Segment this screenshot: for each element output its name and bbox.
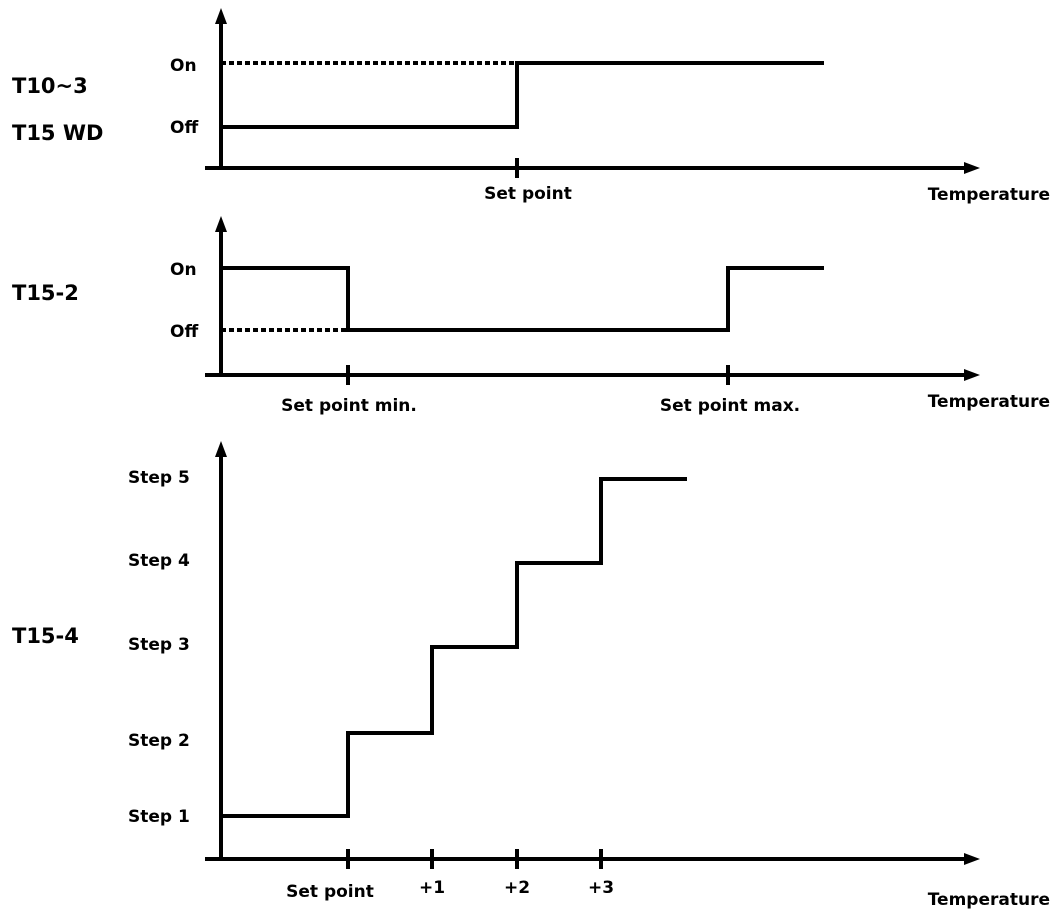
x-axis-label: Temperature	[928, 185, 1050, 205]
x-axis-label: Temperature	[928, 392, 1050, 412]
x-axis-arrow	[964, 162, 980, 174]
device-label-t15-2: T15-2	[12, 281, 79, 305]
switch-trace	[221, 61, 824, 129]
device-label-t10-3: T10~3	[12, 74, 88, 98]
x-axis-label: Temperature	[928, 890, 1050, 910]
level-off-label: Off	[170, 118, 198, 138]
switch-trace	[221, 266, 824, 332]
level-step-3-label: Step 3	[128, 635, 190, 655]
plus-2-label: +2	[504, 878, 530, 898]
panel-t15-4: T15-4 Step 5 Step 4 Step 3 Step 2 Step 1…	[12, 441, 1050, 910]
panel-t15-2: T15-2 On Off Set point min. Set point ma…	[12, 216, 1050, 416]
level-step-4-label: Step 4	[128, 551, 190, 571]
level-on-label: On	[170, 260, 197, 280]
x-axis-arrow	[964, 369, 980, 381]
plus-3-label: +3	[588, 878, 614, 898]
setpoint-max-label: Set point max.	[660, 396, 800, 416]
level-step-1-label: Step 1	[128, 807, 190, 827]
level-step-5-label: Step 5	[128, 468, 190, 488]
device-label-t15-4: T15-4	[12, 624, 79, 648]
y-axis-arrow	[215, 216, 227, 232]
x-axis-arrow	[964, 853, 980, 865]
level-on-label: On	[170, 56, 197, 76]
device-label-t15-wd: T15 WD	[12, 121, 103, 145]
setpoint-label: Set point	[286, 882, 374, 902]
y-axis-arrow	[215, 8, 227, 24]
step-trace	[221, 477, 687, 818]
level-step-2-label: Step 2	[128, 731, 190, 751]
panel-t10-3-t15-wd: T10~3 T15 WD On Off Set point Temperatur…	[12, 8, 1050, 205]
setpoint-min-label: Set point min.	[281, 396, 417, 416]
level-off-label: Off	[170, 322, 198, 342]
setpoint-label: Set point	[484, 184, 572, 204]
plus-1-label: +1	[419, 878, 445, 898]
y-axis-arrow	[215, 441, 227, 457]
